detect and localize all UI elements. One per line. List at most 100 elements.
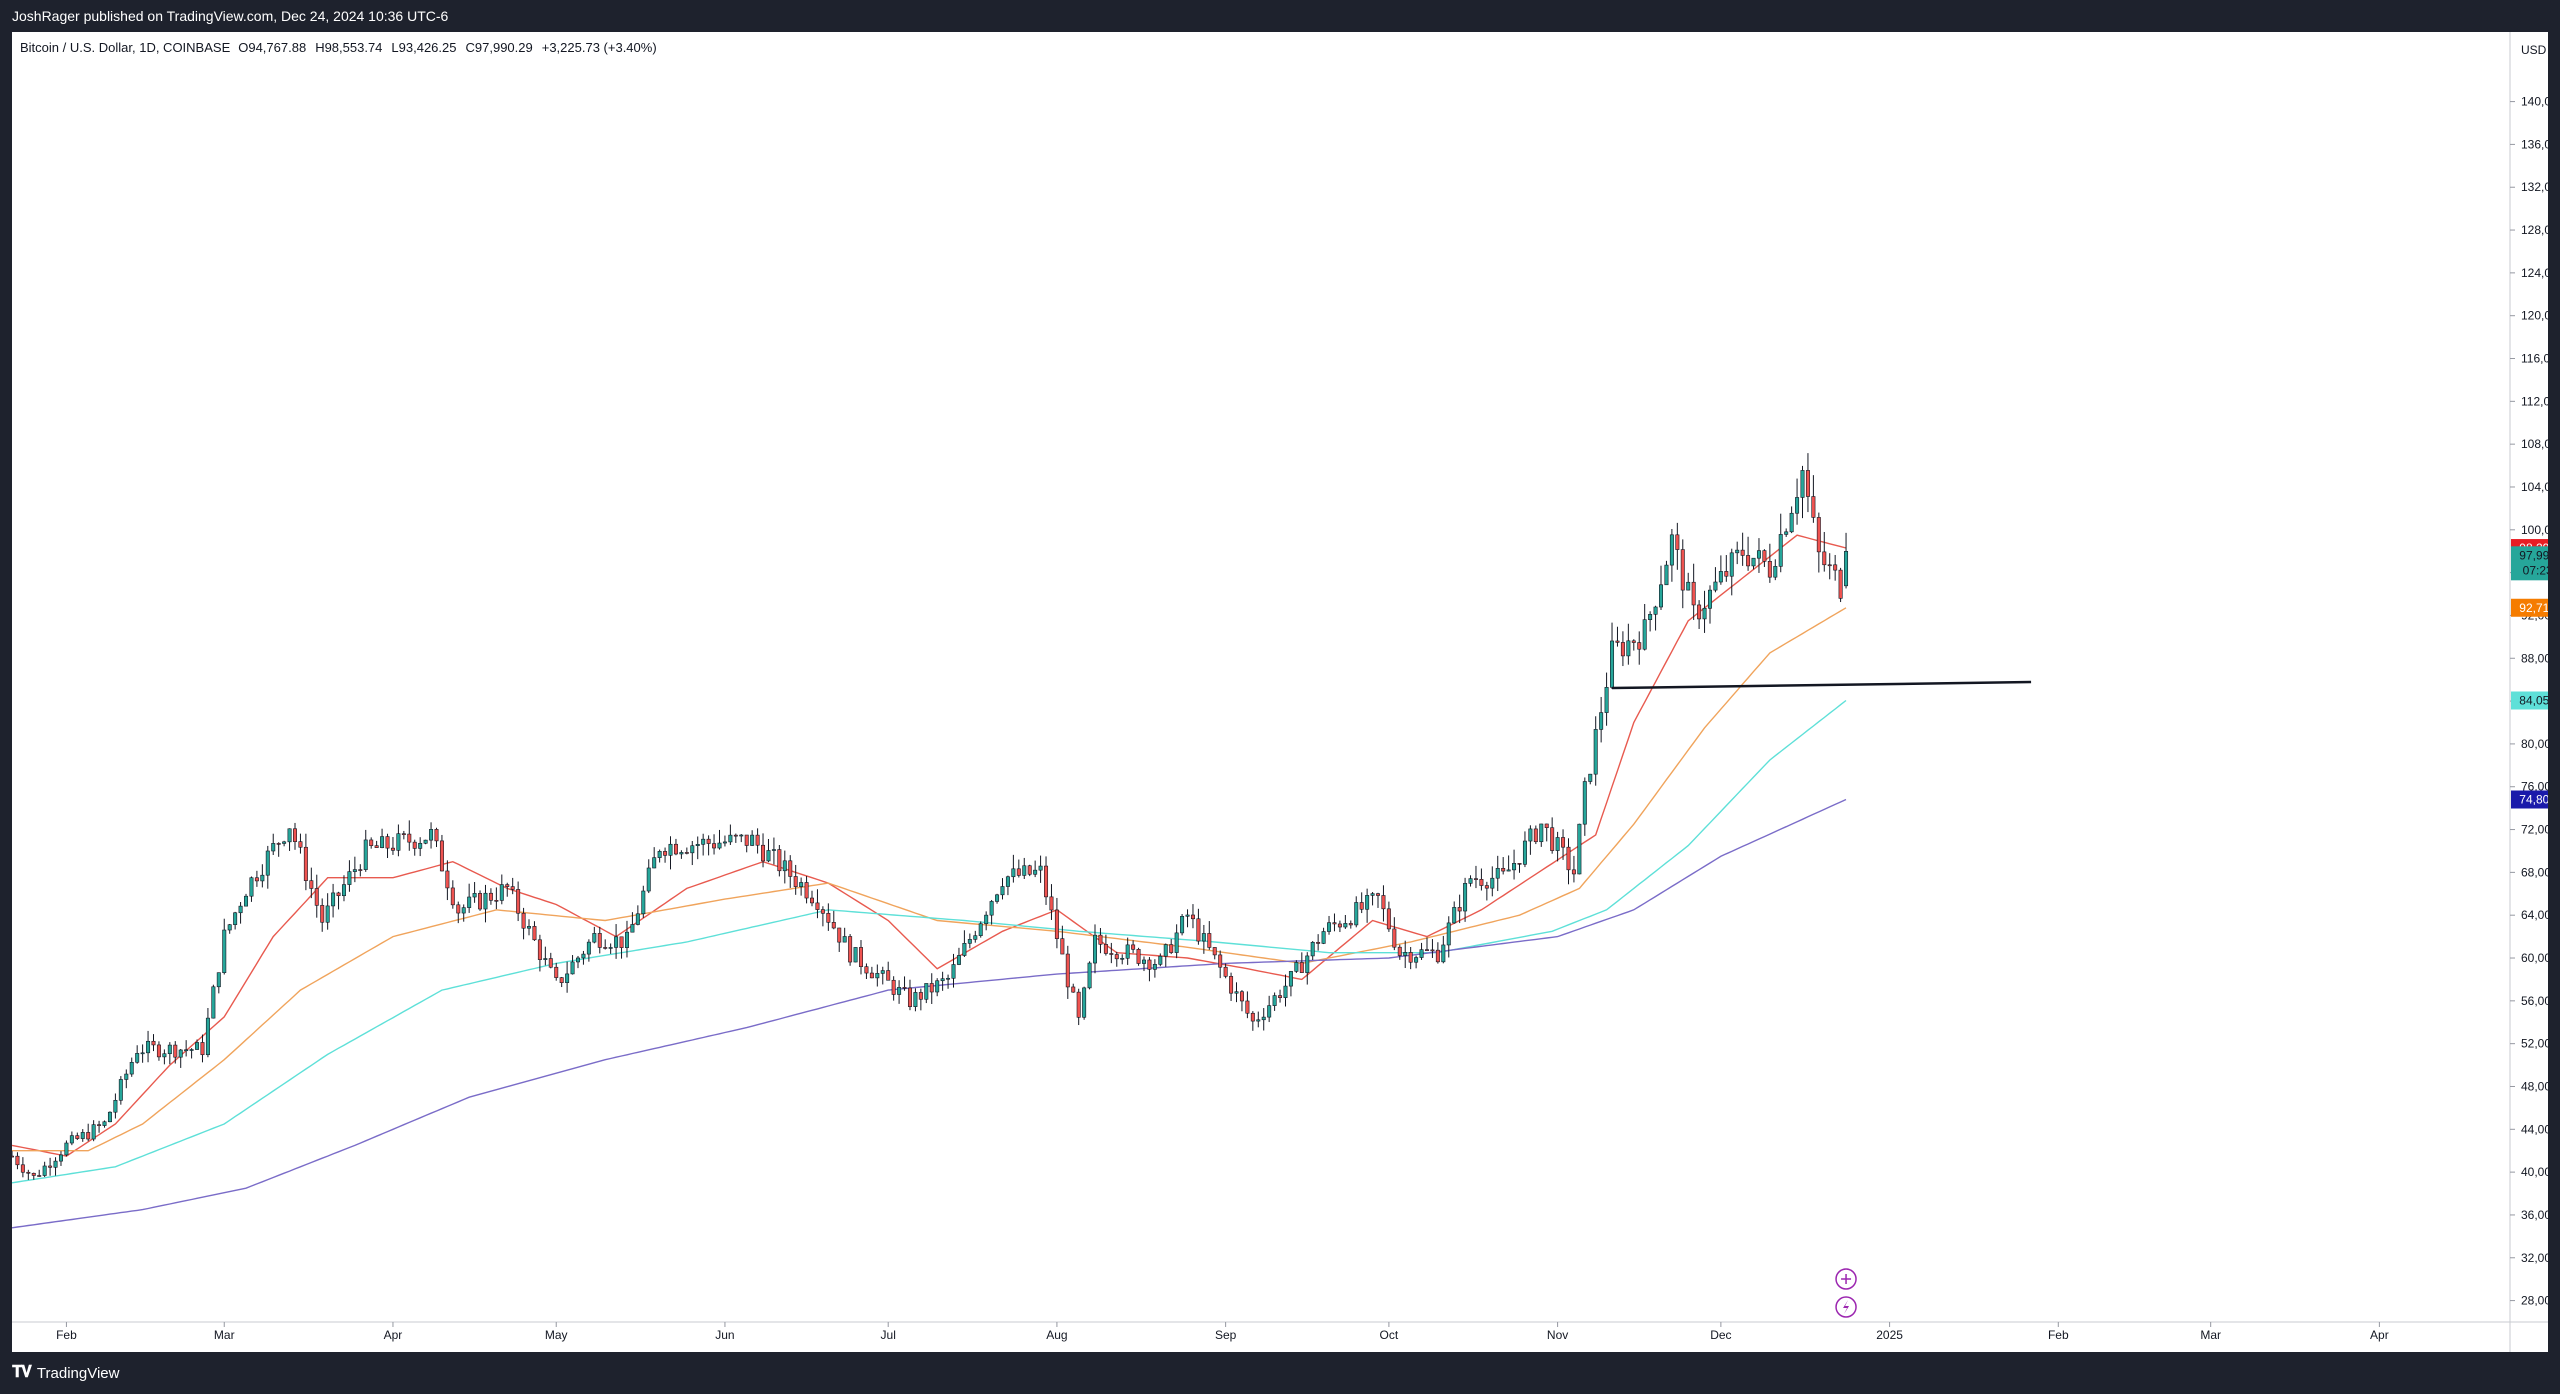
- candle-body: [1408, 952, 1413, 963]
- candle-body: [1659, 584, 1663, 608]
- candle-body: [761, 844, 766, 862]
- candle-body: [1142, 959, 1146, 964]
- candle-body: [1087, 962, 1092, 989]
- candle-body: [581, 953, 586, 959]
- candle-body: [1174, 932, 1179, 953]
- lightning-icon: [1843, 1300, 1850, 1314]
- candle-body: [576, 957, 580, 963]
- candle-body: [1588, 773, 1593, 782]
- candle-body: [603, 947, 608, 949]
- candle-body: [695, 844, 700, 847]
- candle-body: [1615, 640, 1620, 643]
- candle-body: [195, 1042, 200, 1050]
- y-tick-label: 44,000.00: [2521, 1122, 2548, 1136]
- candle-body: [668, 843, 673, 856]
- candle-body: [1386, 908, 1391, 930]
- candle-body: [1022, 865, 1027, 876]
- candle-body: [673, 843, 678, 855]
- x-tick-label: Jun: [715, 1328, 734, 1342]
- candle-body: [1816, 517, 1821, 553]
- candle-body: [478, 893, 483, 910]
- candle-body: [407, 833, 412, 843]
- candle-body: [1822, 551, 1827, 566]
- candle-body: [1827, 564, 1832, 567]
- candle-body: [897, 987, 902, 995]
- candle-body: [254, 877, 259, 882]
- candle-body: [1190, 914, 1195, 920]
- candle-body: [282, 841, 287, 844]
- candle-body: [1522, 840, 1527, 865]
- candle-body: [1550, 827, 1555, 851]
- candle-body: [733, 834, 738, 837]
- candle-body: [1267, 1005, 1272, 1018]
- candle-body: [1838, 569, 1843, 599]
- candle-body: [967, 939, 972, 944]
- candle-body: [1294, 962, 1299, 972]
- symbol-legend: Bitcoin / U.S. Dollar, 1D, COINBASE O94,…: [20, 40, 657, 55]
- candle-body: [1610, 640, 1615, 688]
- candle-body: [924, 983, 929, 1000]
- moving-average-line: [12, 798, 1847, 1229]
- y-tick-label: 36,000.00: [2521, 1208, 2548, 1222]
- candle-body: [1800, 470, 1805, 498]
- y-tick-label: 76,000.00: [2521, 780, 2548, 794]
- series-price-tag-bg: [2511, 598, 2548, 617]
- y-tick-label: 136,000.00: [2521, 137, 2548, 151]
- tradingview-logo-icon: 𝐓𝐕: [12, 1364, 32, 1381]
- candle-body: [837, 927, 842, 943]
- publish-info-bar: JoshRager published on TradingView.com, …: [0, 0, 2560, 32]
- candle-body: [1245, 1000, 1250, 1014]
- candle-body: [1620, 642, 1625, 657]
- candle-body: [799, 882, 804, 887]
- candle-body: [1582, 781, 1587, 825]
- y-tick-label: 80,000.00: [2521, 737, 2548, 751]
- candle-body: [1664, 564, 1669, 586]
- series-price-tag-bg: [2511, 790, 2548, 809]
- candle-body: [1011, 868, 1016, 878]
- candle-body: [1223, 966, 1228, 977]
- candle-body: [233, 912, 238, 925]
- current-price-label: 97,990.29: [2519, 548, 2548, 562]
- y-tick-label: 48,000.00: [2521, 1079, 2548, 1093]
- y-tick-label: 104,000.00: [2521, 480, 2548, 494]
- y-tick-label: 40,000.00: [2521, 1165, 2548, 1179]
- candle-body: [1044, 865, 1049, 898]
- candle-body: [864, 966, 869, 974]
- candle-body: [744, 834, 749, 846]
- candle-body: [1299, 962, 1304, 973]
- candle-body: [1305, 955, 1310, 973]
- candle-body: [935, 980, 940, 993]
- candle-body: [129, 1061, 134, 1075]
- candle-body: [995, 894, 1000, 902]
- candle-body: [810, 897, 815, 904]
- support-level-line[interactable]: [1612, 680, 2032, 690]
- candle-body: [1288, 971, 1293, 987]
- candle-body: [570, 961, 575, 975]
- candle-body: [211, 986, 216, 1019]
- brand-bar: 𝐓𝐕 TradingView: [0, 1352, 2560, 1394]
- y-tick-label: 64,000.00: [2521, 908, 2548, 922]
- candle-body: [1675, 534, 1680, 550]
- candle-body: [624, 931, 629, 948]
- candle-body: [1136, 949, 1141, 964]
- candle-body: [1392, 928, 1397, 948]
- candle-body: [135, 1053, 140, 1063]
- candle-body: [690, 845, 695, 854]
- candle-body: [488, 892, 493, 901]
- candle-body: [1805, 470, 1810, 497]
- candle-body: [1457, 907, 1462, 912]
- candle-body: [91, 1124, 96, 1140]
- candle-body: [1533, 828, 1538, 843]
- candle-body: [1642, 619, 1647, 650]
- price-chart[interactable]: 28,000.00 32,000.00 36,000.00 40,000.00 44,0…: [12, 32, 2548, 1352]
- candle-body: [472, 893, 477, 898]
- candle-body: [1811, 496, 1816, 518]
- candle-body: [1261, 1016, 1266, 1021]
- low-value: L93,426.25: [391, 40, 457, 55]
- candle-body: [42, 1165, 47, 1176]
- candle-body: [913, 992, 918, 1007]
- candle-body: [1566, 846, 1571, 871]
- chart-area[interactable]: 28,000.00 32,000.00 36,000.00 40,000.00 44,0…: [12, 32, 2548, 1352]
- candle-body: [173, 1044, 178, 1058]
- high-value: H98,553.74: [315, 40, 383, 55]
